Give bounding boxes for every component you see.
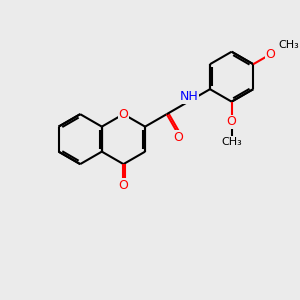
Text: O: O xyxy=(173,131,183,144)
Text: CH₃: CH₃ xyxy=(221,137,242,147)
Text: O: O xyxy=(118,108,128,121)
Text: O: O xyxy=(118,179,128,192)
Text: O: O xyxy=(227,115,237,128)
Text: O: O xyxy=(266,48,275,61)
Text: NH: NH xyxy=(180,90,198,103)
Text: CH₃: CH₃ xyxy=(279,40,299,50)
